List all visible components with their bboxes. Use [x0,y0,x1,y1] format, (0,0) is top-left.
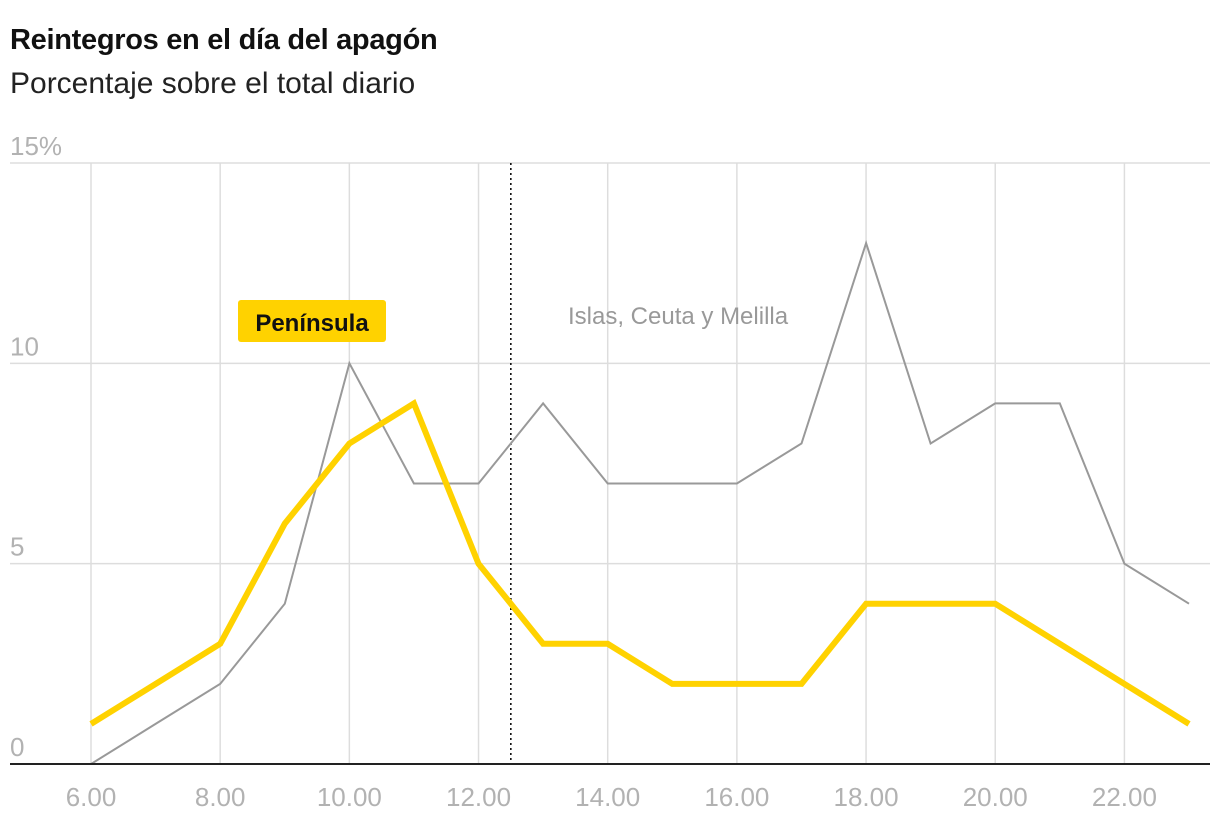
x-tick-label: 22.00 [1092,782,1157,812]
peninsula-label-badge [238,300,386,342]
y-tick-label: 15% [10,131,62,161]
x-tick-label: 6.00 [66,782,117,812]
chart-title: Reintegros en el día del apagón [10,24,438,56]
y-tick-label: 5 [10,532,24,562]
chart-subtitle: Porcentaje sobre el total diario [10,67,416,100]
peninsula-series-line [89,398,1191,727]
series-layer [89,239,1191,765]
y-tick-label: 0 [10,732,24,762]
x-tick-label: 16.00 [704,782,769,812]
y-axis-labels: 0 5 10 15% [10,131,62,762]
x-axis-labels: 6.00 8.00 10.00 12.00 14.00 16.00 18.00 20.00 22… [66,782,1157,812]
peninsula-series-label: Península [255,310,369,337]
x-tick-label: 10.00 [317,782,382,812]
x-tick-label: 20.00 [963,782,1028,812]
annotation-layer: Península Islas, Ceuta y Melilla [238,300,789,342]
x-tick-label: 18.00 [834,782,899,812]
x-tick-label: 12.00 [446,782,511,812]
x-tick-label: 14.00 [575,782,640,812]
y-tick-label: 10 [10,331,39,361]
islas-series-label: Islas, Ceuta y Melilla [568,303,789,330]
islas-series-line [90,239,1190,765]
x-tick-label: 8.00 [195,782,246,812]
grid-layer [10,162,1210,764]
